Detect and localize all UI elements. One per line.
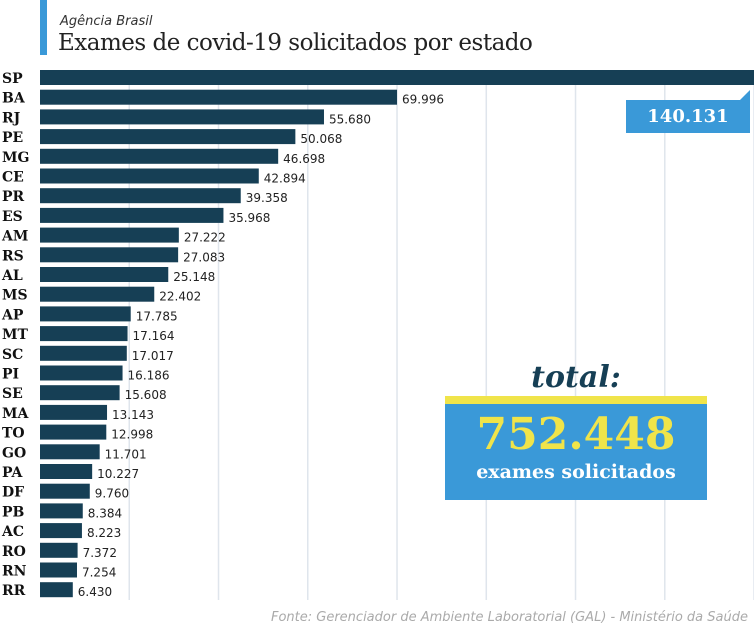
value-label: 7.372 [83,546,117,560]
category-label: MG [2,150,29,166]
category-label: RS [2,248,24,264]
bar-pb [40,503,83,519]
category-label: GO [2,445,26,461]
category-label: DF [2,485,24,501]
bar-ce [40,168,259,184]
value-label: 9.760 [95,487,129,501]
category-label: PR [2,189,25,205]
bar-al [40,267,169,282]
bar-sp [40,70,754,85]
value-label: 15.608 [125,388,167,402]
value-label: 12.998 [111,428,153,442]
value-label: 22.402 [159,290,201,304]
category-label: MT [2,327,28,343]
bar-ap [40,306,131,322]
category-label: PE [2,130,23,146]
bar-pa [40,464,93,479]
category-label: SP [2,71,23,87]
bar-to [40,424,107,440]
category-label: AP [1,307,24,323]
value-label: 8.384 [88,506,122,520]
value-label: 39.358 [246,191,288,205]
value-label: 16.186 [128,369,170,383]
bar-df [40,483,90,499]
category-label: AL [1,268,23,284]
value-label: 6.430 [78,585,112,599]
value-label: 46.698 [283,152,325,166]
footer-source: Fonte: Gerenciador de Ambiente Laborator… [270,610,748,625]
value-label: 42.894 [264,172,306,186]
value-label: 17.785 [136,309,178,323]
category-label: PB [2,504,25,520]
category-label: AC [1,524,24,540]
category-label: BA [2,91,26,107]
category-label: PA [2,465,24,481]
category-label: ES [2,209,23,225]
chart-title: Exames de covid-19 solicitados por estad… [58,30,533,56]
value-label: 27.222 [184,231,226,245]
bar-ac [40,523,82,539]
bar-mt [40,326,128,342]
category-label: SE [2,386,23,402]
total-value: 752.448 [476,409,676,460]
category-label: AM [1,229,28,245]
value-label: 7.254 [82,566,116,580]
sp-value-callout: 140.131 [626,100,750,133]
bar-es [40,207,224,223]
bar-ma [40,404,108,420]
bar-pr [40,188,241,204]
value-label: 55.680 [329,112,371,126]
category-label: RO [2,544,26,560]
bar-pi [40,365,123,381]
bar-am [40,227,179,243]
bar-pe [40,129,296,145]
bar-mg [40,148,279,164]
total-label: total: [531,360,621,395]
total-subtitle: exames solicitados [476,461,676,483]
value-label: 17.017 [132,349,174,363]
accent-bar [40,0,47,55]
bar-rj [40,109,324,125]
value-label: 25.148 [173,270,215,284]
category-label: TO [2,426,25,442]
value-label: 27.083 [183,250,225,264]
value-label: 50.068 [300,132,342,146]
category-label: PI [2,367,19,383]
bar-se [40,385,120,401]
callout-pointer [740,90,750,100]
bar-sc [40,345,127,361]
value-label: 17.164 [133,329,175,343]
value-label: 10.227 [97,467,139,481]
bar-rs [40,247,179,263]
publisher-label: Agência Brasil [60,14,153,29]
bar-ro [40,542,78,558]
value-label: 11.701 [105,447,147,461]
value-label: 35.968 [228,211,270,225]
category-label: RR [2,583,26,599]
category-label: SC [2,347,23,363]
value-label: 8.223 [87,526,121,540]
bar-ms [40,286,155,302]
bar-rn [40,562,77,578]
category-label: MS [2,288,28,304]
category-label: RN [2,564,27,580]
total-box: 752.448 exames solicitados [445,396,707,500]
value-label: 69.996 [402,93,444,107]
category-label: RJ [2,110,21,126]
bar-go [40,444,100,460]
bar-rr [40,582,73,598]
category-label: CE [2,170,24,186]
value-label: 13.143 [112,408,154,422]
bar-ba [40,89,397,105]
category-label: MA [2,406,29,422]
